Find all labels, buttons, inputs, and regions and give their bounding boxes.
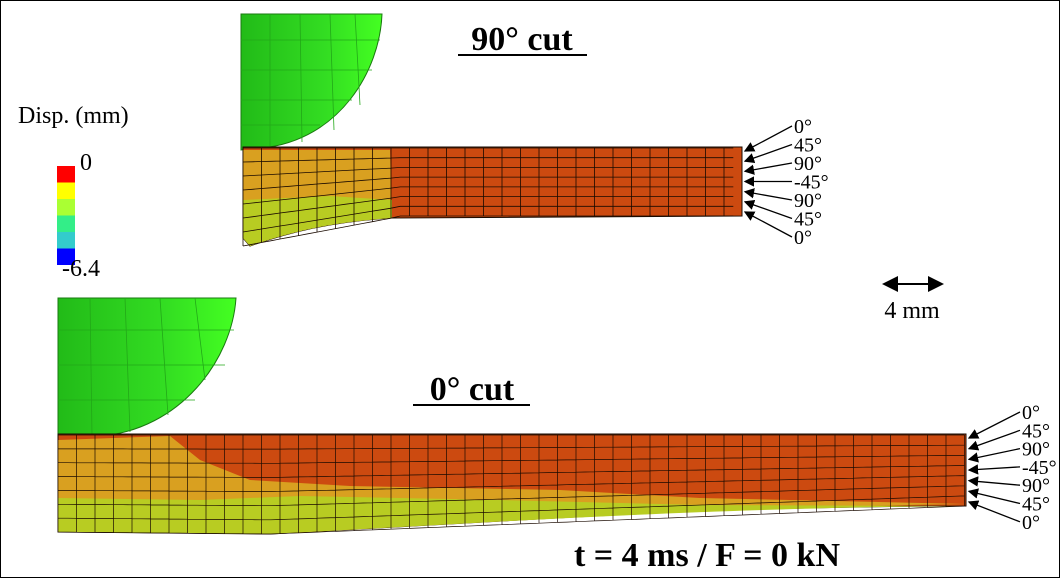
ply-label: 90° [1022,439,1050,461]
legend-title: Disp. (mm) [18,103,129,129]
ply-label: 0° [794,116,812,138]
ply-arrow [967,500,1021,523]
ply-label: 0° [1022,512,1040,534]
legend-max-label: 0 [80,150,92,176]
ply-label: 0° [1022,402,1040,424]
impactor-bottom [57,297,237,437]
legend-swatch [57,248,75,265]
laminate-top [242,146,743,247]
ply-label: 90° [794,190,822,212]
ply-label: 45° [794,135,822,157]
ply-arrow [967,464,1021,475]
impactor-top [240,13,383,151]
laminate-bottom [57,433,967,535]
ply-arrow [967,488,1021,505]
ply-label: 45° [1022,494,1050,516]
scale-bar-label: 4 mm [884,298,940,324]
legend-colorbar [57,166,75,265]
ply-arrow [743,211,793,238]
footer-time-force: t = 4 ms / F = 0 kN [574,537,840,574]
ply-arrow [743,188,793,201]
ply-label: 90° [794,153,822,175]
ply-arrow [967,429,1021,451]
ply-arrow [743,199,793,220]
ply-label: 45° [794,209,822,231]
legend-swatch [57,182,75,199]
ply-arrow [743,143,793,164]
ply-label: 90° [1022,475,1050,497]
legend-swatch [57,215,75,232]
ply-arrow [967,447,1021,463]
legend-swatch [57,166,75,183]
ply-label: -45° [794,172,829,194]
ply-arrow [743,125,793,152]
ply-labels-bottom: 0°45°90°-45°90°45°0° [1022,402,1057,534]
legend-min-label: -6.4 [62,256,100,282]
title-0-cut: 0° cut [430,371,515,408]
ply-label: -45° [1022,457,1057,479]
ply-label: 0° [794,227,812,249]
ply-arrow [967,476,1021,487]
ply-arrows-top [743,125,793,238]
legend-swatch [57,232,75,249]
legend-swatch [57,199,75,216]
ply-arrow [743,162,793,175]
ply-arrow [967,411,1021,439]
ply-labels-top: 0°45°90°-45°90°45°0° [794,116,829,249]
ply-arrows-bottom [967,411,1021,523]
title-90-cut: 90° cut [471,21,573,58]
ply-label: 45° [1022,420,1050,442]
